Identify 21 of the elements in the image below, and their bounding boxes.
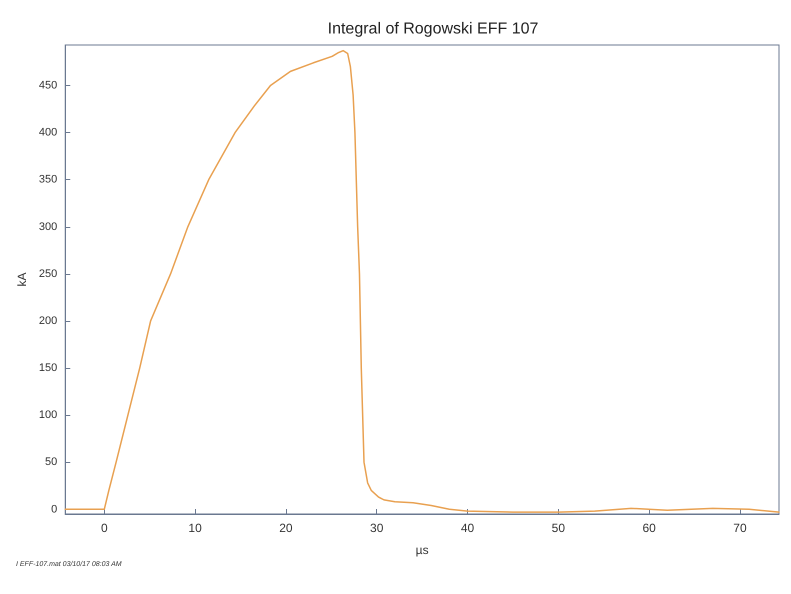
y-tick-label: 200 bbox=[38, 314, 58, 327]
x-tick-label: 40 bbox=[460, 521, 475, 535]
y-tick-label: 0 bbox=[51, 503, 58, 516]
y-tick-label: 300 bbox=[38, 220, 58, 233]
y-tick-label: 50 bbox=[45, 456, 58, 468]
y-tick-label: 250 bbox=[38, 268, 58, 280]
x-tick-label: 30 bbox=[370, 521, 384, 535]
y-tick-label: 100 bbox=[38, 409, 58, 422]
y-tick-label: 400 bbox=[38, 126, 58, 139]
x-tick-label: 10 bbox=[188, 521, 202, 535]
x-tick-label: 0 bbox=[100, 521, 108, 535]
x-tick-label: 60 bbox=[642, 521, 656, 535]
x-tick-label: 70 bbox=[733, 521, 747, 535]
chart-title: Integral of Rogowski EFF 107 bbox=[328, 20, 538, 38]
x-tick-label: 20 bbox=[279, 521, 293, 535]
x-axis-title: µs bbox=[416, 543, 429, 557]
y-tick-label: 450 bbox=[38, 79, 58, 92]
x-tick-label: 50 bbox=[552, 521, 566, 535]
y-axis-title: kA bbox=[15, 272, 29, 287]
y-tick-label: 350 bbox=[38, 174, 58, 186]
y-tick-label: 150 bbox=[38, 362, 58, 374]
